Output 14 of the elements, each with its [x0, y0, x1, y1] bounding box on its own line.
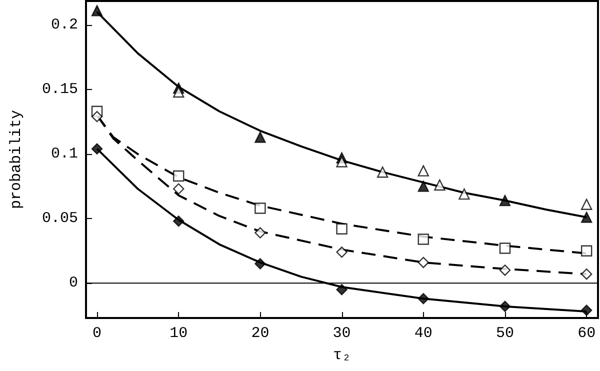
- y-tick-label: 0.2: [50, 16, 78, 34]
- y-tick-label: 0.15: [42, 80, 78, 98]
- x-tick-label: 50: [496, 325, 514, 342]
- x-tick-label: 40: [414, 325, 432, 342]
- x-tick-label: 30: [332, 325, 351, 342]
- x-tick-label: 0: [92, 325, 102, 342]
- x-tick-label: 60: [578, 325, 596, 342]
- y-tick-label: 0.1: [50, 146, 78, 163]
- y-tick-label: 0.05: [42, 210, 78, 228]
- x-axis-title: τ₂: [332, 347, 352, 364]
- y-axis-title: probability: [8, 110, 25, 210]
- x-tick-label: 10: [170, 325, 188, 342]
- y-tick-label: 0: [68, 274, 78, 292]
- x-tick-label: 20: [251, 325, 270, 342]
